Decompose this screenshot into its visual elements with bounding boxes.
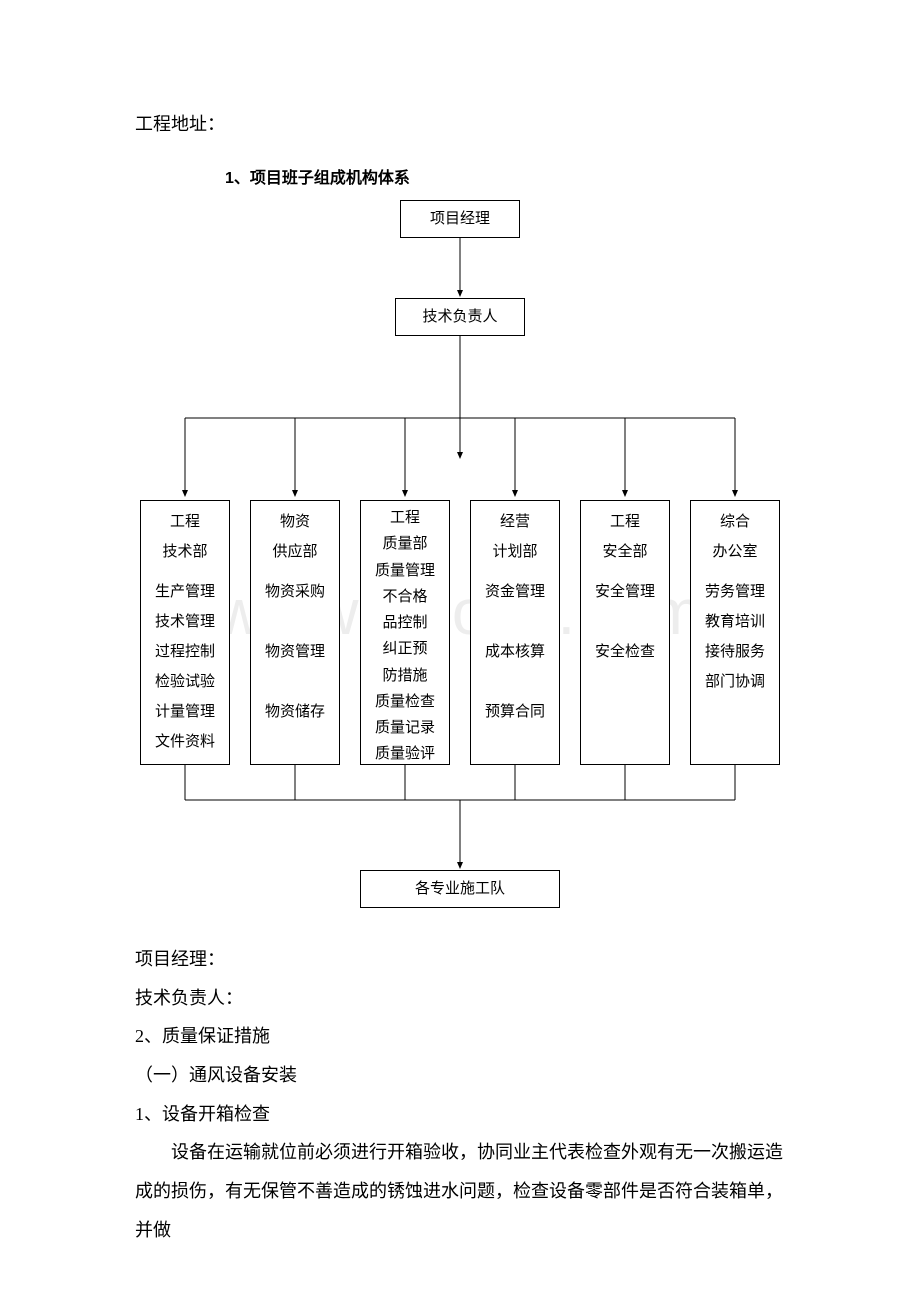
dept-title-line: 办公室 xyxy=(691,537,779,567)
node-construction-teams: 各专业施工队 xyxy=(360,870,560,908)
section-1-title: 1、项目班子组成机构体系 xyxy=(225,164,785,188)
dept-item xyxy=(251,667,339,697)
dept-title-line: 经营 xyxy=(471,507,559,537)
dept-title-line: 供应部 xyxy=(251,537,339,567)
dept-item: 检验试验 xyxy=(141,667,229,697)
dept-item: 质量记录 xyxy=(361,715,449,741)
dept-item: 安全管理 xyxy=(581,577,669,607)
dept-title-line: 安全部 xyxy=(581,537,669,567)
dept-item xyxy=(251,607,339,637)
dept-title-line: 综合 xyxy=(691,507,779,537)
org-chart: 项目经理 技术负责人 工程 技术部 生产管理 技术管理 过程控制 检验试验 计量… xyxy=(140,200,780,920)
dept-item: 接待服务 xyxy=(691,637,779,667)
dept-item: 物资采购 xyxy=(251,577,339,607)
line-item-1: 1、设备开箱检查 xyxy=(135,1095,785,1134)
dept-item: 技术管理 xyxy=(141,607,229,637)
dept-item xyxy=(581,607,669,637)
dept-title-line: 技术部 xyxy=(141,537,229,567)
dept-item xyxy=(471,667,559,697)
line-sub-1: （一）通风设备安装 xyxy=(135,1056,785,1095)
dept-engineering-tech: 工程 技术部 生产管理 技术管理 过程控制 检验试验 计量管理 文件资料 xyxy=(140,500,230,765)
line-paragraph: 设备在运输就位前必须进行开箱验收，协同业主代表检查外观有无一次搬运造成的损伤，有… xyxy=(135,1133,785,1249)
node-label: 技术负责人 xyxy=(422,306,497,329)
line-pm: 项目经理： xyxy=(135,940,785,979)
dept-item: 部门协调 xyxy=(691,667,779,697)
line-tech-lead: 技术负责人： xyxy=(135,979,785,1018)
dept-item: 品控制 xyxy=(361,610,449,636)
dept-title-line: 工程 xyxy=(581,507,669,537)
dept-item: 成本核算 xyxy=(471,637,559,667)
dept-item: 过程控制 xyxy=(141,637,229,667)
dept-title-line: 质量部 xyxy=(361,531,449,557)
dept-item xyxy=(471,607,559,637)
dept-title-line: 质量管理 xyxy=(361,558,449,584)
dept-title-line: 物资 xyxy=(251,507,339,537)
dept-business-planning: 经营 计划部 资金管理 成本核算 预算合同 xyxy=(470,500,560,765)
node-label: 项目经理 xyxy=(430,208,490,231)
dept-general-office: 综合 办公室 劳务管理 教育培训 接待服务 部门协调 xyxy=(690,500,780,765)
dept-item: 计量管理 xyxy=(141,697,229,727)
dept-item: 生产管理 xyxy=(141,577,229,607)
line-section-2: 2、质量保证措施 xyxy=(135,1017,785,1056)
dept-item: 质量检查 xyxy=(361,689,449,715)
project-address-label: 工程地址： xyxy=(135,110,785,136)
dept-item: 纠正预 xyxy=(361,636,449,662)
body-text: 项目经理： 技术负责人： 2、质量保证措施 （一）通风设备安装 1、设备开箱检查… xyxy=(135,940,785,1250)
dept-item: 物资管理 xyxy=(251,637,339,667)
dept-item: 文件资料 xyxy=(141,727,229,757)
dept-materials-supply: 物资 供应部 物资采购 物资管理 物资储存 xyxy=(250,500,340,765)
dept-title-line: 计划部 xyxy=(471,537,559,567)
dept-safety: 工程 安全部 安全管理 安全检查 xyxy=(580,500,670,765)
dept-item: 教育培训 xyxy=(691,607,779,637)
dept-item: 质量验评 xyxy=(361,741,449,767)
node-label: 各专业施工队 xyxy=(415,878,505,901)
dept-item: 防措施 xyxy=(361,663,449,689)
dept-title-line: 工程 xyxy=(361,505,449,531)
dept-item: 安全检查 xyxy=(581,637,669,667)
dept-item: 资金管理 xyxy=(471,577,559,607)
node-tech-lead: 技术负责人 xyxy=(395,298,525,336)
dept-item: 物资储存 xyxy=(251,697,339,727)
dept-item: 不合格 xyxy=(361,584,449,610)
node-project-manager: 项目经理 xyxy=(400,200,520,238)
dept-title-line: 工程 xyxy=(141,507,229,537)
dept-quality: 工程 质量部 质量管理 不合格 品控制 纠正预 防措施 质量检查 质量记录 质量… xyxy=(360,500,450,765)
dept-item: 劳务管理 xyxy=(691,577,779,607)
dept-item: 预算合同 xyxy=(471,697,559,727)
